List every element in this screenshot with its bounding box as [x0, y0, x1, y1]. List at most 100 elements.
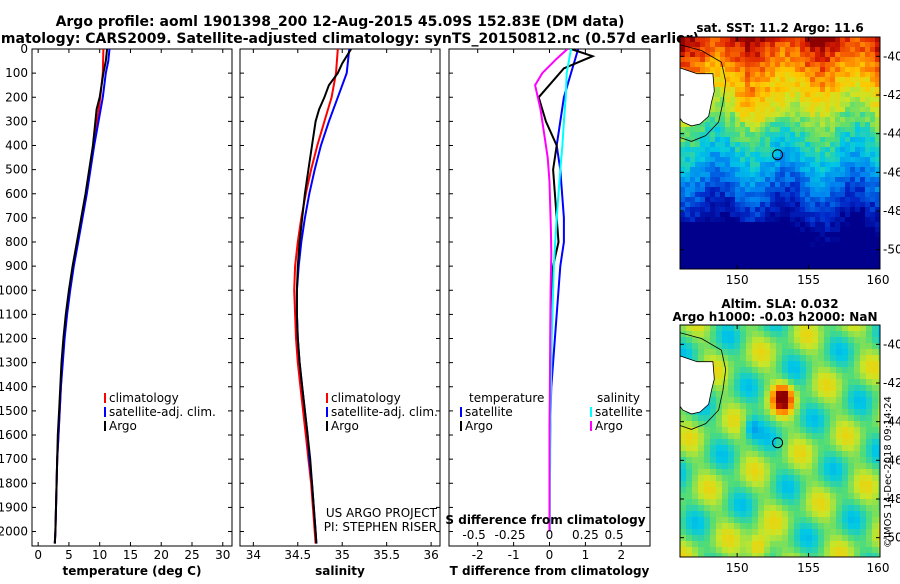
map-cell: [686, 343, 693, 350]
map-cell: [805, 97, 811, 103]
map-cell: [775, 117, 781, 123]
x-axis-label: salinity: [315, 564, 365, 578]
map-cell: [848, 403, 855, 410]
x-tick-label: 2: [617, 548, 625, 562]
map-cell: [760, 107, 766, 113]
map-cell: [695, 67, 701, 73]
map-cell: [700, 237, 706, 243]
map-cell: [788, 469, 795, 476]
map-cell: [775, 232, 781, 238]
map-cell: [746, 457, 753, 464]
map-cell: [800, 451, 807, 458]
map-cell: [755, 217, 761, 223]
map-cell: [740, 409, 747, 416]
map-cell: [734, 517, 741, 524]
y-tick-label: -50: [883, 531, 900, 545]
map-cell: [845, 242, 851, 248]
map-cell: [740, 247, 746, 253]
map-cell: [830, 82, 836, 88]
map-cell: [780, 212, 786, 218]
map-cell: [698, 457, 705, 464]
map-cell: [780, 157, 786, 163]
map-cell: [775, 137, 781, 143]
map-cell: [830, 97, 836, 103]
map-cell: [765, 172, 771, 178]
map-cell: [870, 67, 876, 73]
map-cell: [872, 511, 879, 518]
map-cell: [785, 37, 791, 43]
map-cell: [815, 137, 821, 143]
map-cell: [758, 505, 765, 512]
map-cell: [810, 137, 816, 143]
map-cell: [870, 192, 876, 198]
map-cell: [734, 469, 741, 476]
map-cell: [780, 202, 786, 208]
map-cell: [715, 107, 721, 113]
map-cell: [776, 487, 783, 494]
map-cell: [800, 37, 806, 43]
map-cell: [715, 197, 721, 203]
map-cell: [755, 117, 761, 123]
map-cell: [815, 37, 821, 43]
map-cell: [878, 373, 880, 380]
map-cell: [800, 379, 807, 386]
map-cell: [735, 162, 741, 168]
map-cell: [700, 212, 706, 218]
map-cell: [790, 177, 796, 183]
map-cell: [860, 227, 866, 233]
map-cell: [725, 152, 731, 158]
map-cell: [695, 37, 701, 43]
map-cell: [680, 147, 686, 153]
map-cell: [780, 187, 786, 193]
map-cell: [710, 237, 716, 243]
map-cell: [785, 132, 791, 138]
depth-contour-line: [680, 44, 727, 142]
map-cell: [734, 439, 741, 446]
map-cell: [770, 222, 776, 228]
map-cell: [855, 247, 861, 253]
map-cell: [818, 451, 825, 458]
map-cell: [716, 439, 723, 446]
map-cell: [735, 242, 741, 248]
map-cell: [715, 117, 721, 123]
map-cell: [720, 262, 726, 268]
map-cell: [872, 331, 879, 338]
map-cell: [865, 167, 871, 173]
map-cell: [755, 132, 761, 138]
map-cell: [745, 187, 751, 193]
map-cell: [725, 62, 731, 68]
map-cell: [782, 535, 789, 542]
map-cell: [755, 72, 761, 78]
map-cell: [825, 137, 831, 143]
map-cell: [692, 535, 699, 542]
top-x-tick-label: 0.5: [605, 528, 624, 542]
map-cell: [785, 142, 791, 148]
map-cell: [725, 202, 731, 208]
map-cell: [704, 343, 711, 350]
map-cell: [775, 237, 781, 243]
map-cell: [818, 337, 825, 344]
map-cell: [790, 132, 796, 138]
map-cell: [878, 523, 880, 530]
map-cell: [755, 67, 761, 73]
map-cell: [855, 237, 861, 243]
map-cell: [776, 355, 783, 362]
map-cell: [720, 217, 726, 223]
map-cell: [866, 415, 873, 422]
map-cell: [782, 511, 789, 518]
map-cell: [722, 481, 729, 488]
map-cell: [760, 172, 766, 178]
map-cell: [715, 47, 721, 53]
map-cell: [818, 523, 825, 530]
map-cell: [692, 415, 699, 422]
map-cell: [716, 367, 723, 374]
map-cell: [722, 325, 729, 332]
map-cell: [740, 267, 746, 269]
map-cell: [776, 457, 783, 464]
map-cell: [735, 87, 741, 93]
map-cell: [815, 222, 821, 228]
map-cell: [755, 112, 761, 118]
map-cell: [782, 385, 789, 392]
